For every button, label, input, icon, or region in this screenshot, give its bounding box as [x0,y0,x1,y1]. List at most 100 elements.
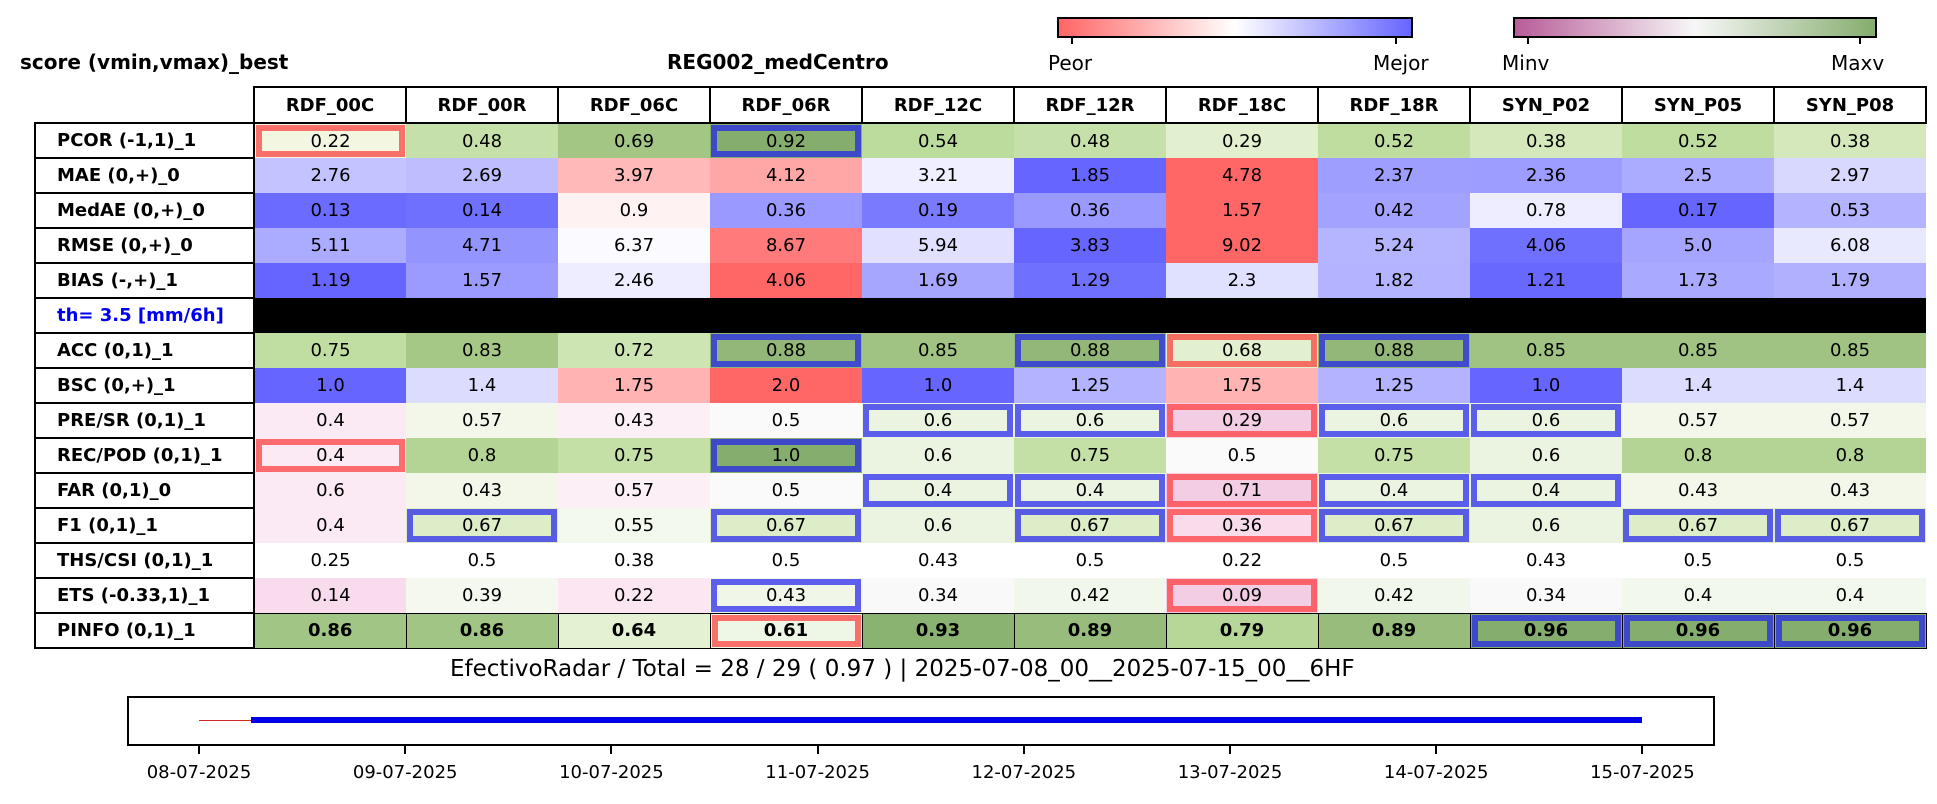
score-cell: 0.14 [254,578,406,613]
score-cell: 4.06 [1470,228,1622,263]
score-cell: 0.43 [1774,473,1926,508]
cell-value: 0.6 [923,445,953,466]
cell-value: 1.25 [1373,375,1415,396]
timeline-date-label: 09-07-2025 [352,762,458,783]
score-cell: 0.96 [1621,612,1775,649]
score-cell: 3.83 [1014,228,1166,263]
score-cell: 4.78 [1166,158,1318,193]
cell-value: 0.88 [1373,340,1415,361]
score-cell: 9.02 [1166,228,1318,263]
cell-value: 0.5 [771,410,801,431]
score-cell: 1.0 [710,438,862,473]
score-cell: 0.6 [1470,403,1622,438]
cell-value: 1.69 [917,270,959,291]
cell-value: 0.4 [1835,584,1865,606]
column-header: RDF_12C [861,86,1015,124]
left-title: score (vmin,vmax)_best [20,50,289,74]
score-cell: 0.36 [1014,193,1166,228]
row-label: ACC (0,1)_1 [34,332,255,369]
table-corner [35,87,254,123]
timeline-date-label: 10-07-2025 [559,762,664,783]
cell-value: 2.5 [1683,165,1713,186]
cell-value: 0.8 [467,445,497,466]
cell-value: 0.5 [1075,550,1105,571]
row-label: BIAS (-,+)_1 [34,262,255,299]
cell-value: 0.88 [765,340,807,361]
table-row: BIAS (-,+)_1 1.19 1.57 2.46 4.06 1.69 1.29 2.3 1… [34,262,1926,299]
footer-summary: EfectivoRadar / Total = 28 / 29 ( 0.97 )… [450,656,1355,682]
cell-value: 0.5 [1379,550,1409,571]
cell-value: 1.57 [1221,200,1263,221]
score-cell: 0.85 [862,333,1014,368]
score-cell: 0.29 [1166,403,1318,438]
colorbar-tick [1527,36,1529,44]
score-cell: 0.72 [558,333,710,368]
score-cell: 0.4 [1014,473,1166,508]
cell-value: 0.25 [310,550,351,571]
timeline-tick [1435,745,1438,754]
score-cell: 0.48 [406,123,558,158]
table-row: ACC (0,1)_1 0.75 0.83 0.72 0.88 0.85 0.88 0.68 0… [34,332,1926,369]
row-label: F1 (0,1)_1 [34,507,255,544]
cell-value: 0.34 [917,584,959,606]
available-data-segment [250,717,1643,723]
score-cell: 0.17 [1622,193,1774,228]
cell-value: 3.83 [1069,235,1111,256]
row-label: THS/CSI (0,1)_1 [34,542,255,579]
table-row: THS/CSI (0,1)_1 0.25 0.5 0.38 0.5 0.43 0.5 0.22… [34,542,1926,579]
timeline-tick [404,745,407,754]
cell-value: 1.21 [1525,270,1567,291]
cell-value: 0.64 [611,620,657,641]
score-cell: 0.6 [862,438,1014,473]
score-cell: 0.67 [1014,508,1166,543]
table-row: MedAE (0,+)_0 0.13 0.14 0.9 0.36 0.19 0.36 1.57… [34,192,1926,229]
cell-value: 0.5 [771,480,801,501]
row-label: BSC (0,+)_1 [34,367,255,404]
cell-value: 0.72 [613,340,655,361]
cell-value: 1.75 [1221,375,1263,396]
cell-value: 4.12 [765,165,807,186]
score-cell: 0.48 [1014,123,1166,158]
cell-value: 0.53 [1829,200,1871,221]
cell-value: 5.11 [310,235,351,256]
cell-value: 0.22 [1221,550,1263,571]
score-cell: 2.5 [1622,158,1774,193]
table-row: PCOR (-1,1)_1 0.22 0.48 0.69 0.92 0.54 0.48 0.2… [34,122,1926,159]
colorbar-tick [1071,36,1073,44]
cell-value: 1.19 [310,270,351,291]
cell-value: 1.0 [316,375,345,396]
cell-value: 2.36 [1525,165,1567,186]
cell-value: 0.19 [917,200,959,221]
score-cell: 0.57 [406,403,558,438]
cell-value: 0.75 [310,340,351,361]
cell-value: 0.4 [923,480,953,501]
cell-value: 0.67 [765,515,807,536]
table-row: FAR (0,1)_0 0.6 0.43 0.57 0.5 0.4 0.4 0.71 0.4 0.… [34,472,1926,509]
cell-value: 0.43 [1677,480,1719,501]
cell-value: 6.08 [1829,235,1871,256]
table-row: PRE/SR (0,1)_1 0.4 0.57 0.43 0.5 0.6 0.6 0.29 0.… [34,402,1926,439]
cell-value: 0.43 [917,550,959,571]
cell-value: 0.09 [1221,584,1263,606]
cell-value: 2.69 [461,165,503,186]
cell-value: 0.43 [765,584,807,606]
cell-value: 0.22 [613,584,655,606]
cell-value: 0.85 [1525,340,1567,361]
column-header: SYN_P05 [1621,86,1775,124]
cell-value: 6.37 [613,235,655,256]
timeline-tick [1641,745,1644,754]
cell-value: 0.39 [461,584,503,606]
cell-value: 0.57 [613,480,655,501]
score-cell: 1.57 [1166,193,1318,228]
cell-value: 1.0 [771,445,801,466]
score-cell: 0.19 [862,193,1014,228]
cell-value: 0.43 [1829,480,1871,501]
cell-value: 0.67 [1069,515,1111,536]
cell-value: 0.9 [619,200,649,221]
timeline-tick [816,745,819,754]
score-cell: 0.6 [862,508,1014,543]
cell-value: 0.8 [1835,445,1865,466]
threshold-band [254,298,1926,333]
score-cell: 0.38 [558,543,710,578]
row-label: RMSE (0,+)_0 [34,227,255,264]
